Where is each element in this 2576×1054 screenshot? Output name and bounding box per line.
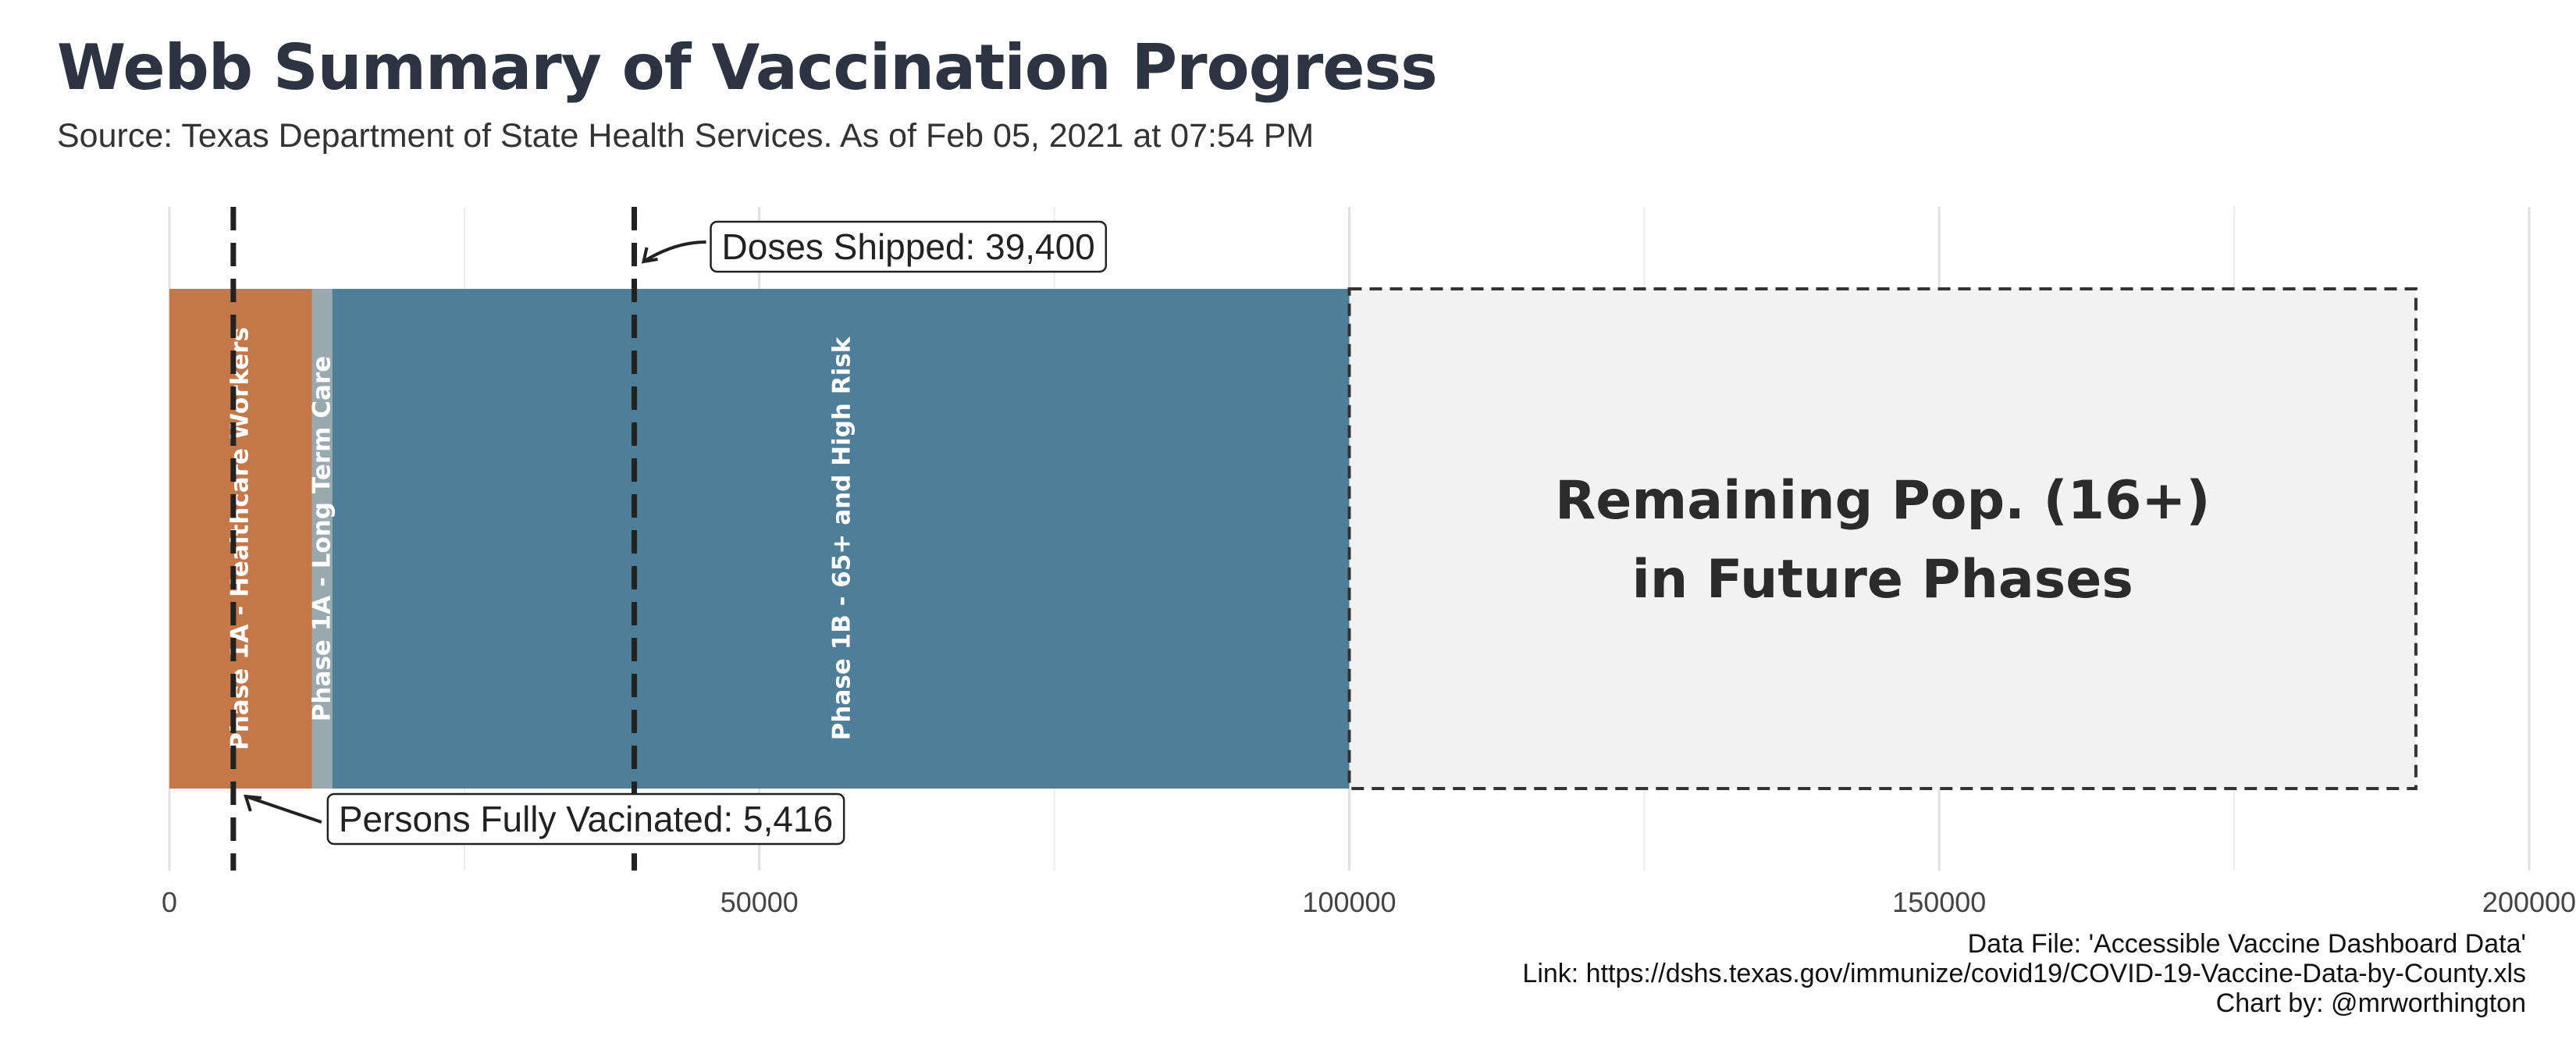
bar-segment (332, 289, 1350, 789)
remaining-population-label-line1: Remaining Pop. (16+) (1555, 470, 2211, 532)
fully-vaccinated-arrowhead (244, 794, 262, 812)
annotations: Doses Shipped: 39,400 Persons Fully Vaci… (244, 220, 1108, 846)
chart-title: Webb Summary of Vaccination Progress (57, 31, 1438, 104)
fully-vaccinated-label: Persons Fully Vacinated: 5,416 (339, 799, 833, 839)
bar-segment (311, 289, 333, 789)
bar-segment (169, 289, 312, 789)
fully-vaccinated-label-box (326, 792, 845, 846)
segment-label: Phase 1B - 65+ and High Risk (828, 336, 856, 740)
doses-shipped-label: Doses Shipped: 39,400 (722, 226, 1095, 267)
remaining-population-box (1347, 287, 2418, 790)
x-axis-ticks: 0 50000 100000 150000 200000 (162, 886, 2576, 918)
bar-segments (169, 289, 1350, 789)
fully-vaccinated-arrow (245, 795, 322, 824)
source-link-caption: Link: https://dshs.texas.gov/immunize/co… (1522, 959, 2526, 988)
remaining-population-label-line2: in Future Phases (1632, 549, 2133, 611)
x-tick-label: 50000 (720, 886, 799, 918)
segment-label: Phase 1A - Healthcare Workers (226, 327, 254, 750)
chart-credit-caption: Chart by: @mrworthington (2215, 988, 2526, 1018)
doses-shipped-label-box (710, 220, 1108, 273)
reference-lines (230, 207, 638, 871)
segment-label: Phase 1A - Long Term Care (308, 356, 336, 722)
data-file-caption: Data File: 'Accessible Vaccine Dashboard… (1967, 929, 2526, 959)
chart-subtitle: Source: Texas Department of State Health… (57, 117, 1315, 155)
doses-shipped-arrow (642, 240, 706, 263)
vaccination-chart: Remaining Pop. (16+) in Future Phases Ph… (162, 207, 2576, 918)
x-tick-label: 200000 (2482, 886, 2576, 918)
x-tick-label: 100000 (1302, 886, 1396, 918)
x-tick-label: 150000 (1892, 886, 1986, 918)
doses-shipped-arrowhead (641, 247, 658, 264)
x-tick-label: 0 (162, 886, 177, 918)
remaining-population: Remaining Pop. (16+) in Future Phases (1347, 287, 2418, 790)
